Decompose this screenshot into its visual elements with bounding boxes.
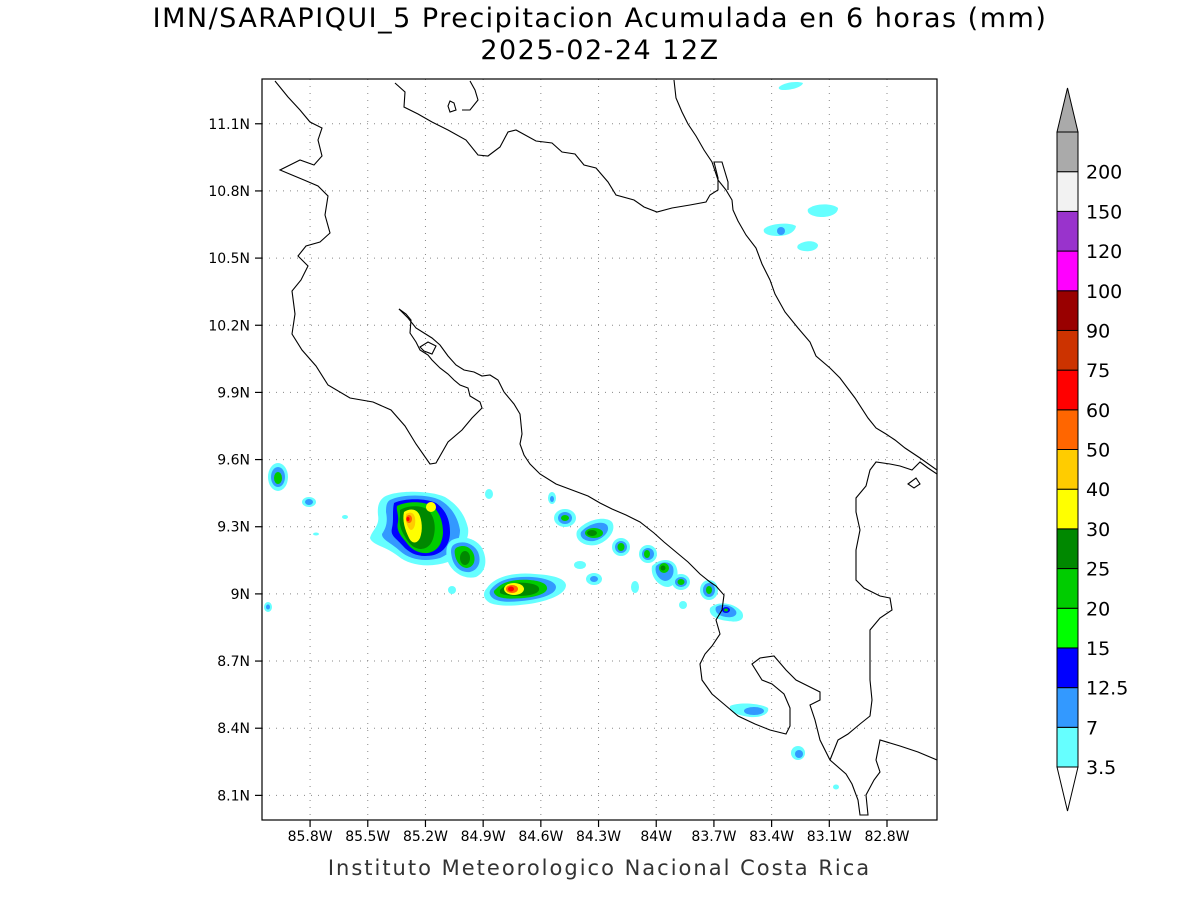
lat-tick-label: 10.5N bbox=[208, 251, 250, 267]
colorbar-swatch bbox=[1056, 409, 1079, 450]
map-gridlines bbox=[262, 79, 937, 820]
lat-tick-label: 8.4N bbox=[217, 721, 250, 737]
lat-tick-label: 9N bbox=[231, 587, 250, 603]
lat-tick-label: 10.8N bbox=[208, 184, 250, 200]
colorbar-swatch bbox=[1056, 607, 1079, 649]
colorbar-level-label: 90 bbox=[1086, 320, 1110, 342]
colorbar-level-label: 3.5 bbox=[1086, 757, 1116, 779]
colorbar-swatch bbox=[1056, 449, 1079, 490]
colorbar-level-label: 30 bbox=[1086, 519, 1110, 541]
colorbar-swatch bbox=[1056, 329, 1079, 371]
colorbar-min-arrow bbox=[1056, 766, 1079, 812]
lon-tick-label: 83.1W bbox=[807, 829, 852, 845]
lon-tick-label: 85.2W bbox=[403, 829, 448, 845]
lat-tick-label: 8.7N bbox=[217, 654, 250, 670]
precip-cell-nicoya bbox=[446, 537, 486, 578]
colorbar-swatch bbox=[1056, 687, 1079, 728]
colorbar-swatch bbox=[1056, 131, 1079, 173]
lon-tick-label: 84.6W bbox=[518, 829, 563, 845]
precipitation-colorbar: 3.5 7 12.5 15 20 25 30 40 50 60 75 90 100 120 150 200 bbox=[1056, 87, 1128, 812]
lat-tick-label: 11.1N bbox=[208, 117, 250, 133]
map-credit: Instituto Meteorologico Nacional Costa R… bbox=[327, 856, 872, 880]
colorbar-swatch bbox=[1056, 647, 1079, 689]
map-frame bbox=[261, 78, 938, 821]
lat-tick-label: 9.6N bbox=[217, 453, 250, 469]
colorbar-level-label: 50 bbox=[1086, 440, 1110, 462]
colorbar-swatch bbox=[1056, 726, 1079, 768]
lon-tick-label: 85.8W bbox=[288, 829, 333, 845]
map-title: IMN/SARAPIQUI_5 Precipitacion Acumulada … bbox=[152, 3, 1048, 34]
colorbar-level-label: 20 bbox=[1086, 598, 1110, 620]
lat-tick-label: 8.1N bbox=[217, 788, 250, 804]
lon-tick-label: 83.4W bbox=[749, 829, 794, 845]
colorbar-swatch bbox=[1056, 210, 1079, 252]
lat-tick-label: 9.3N bbox=[217, 520, 250, 536]
colorbar-level-label: 120 bbox=[1086, 241, 1122, 263]
colorbar-level-label: 60 bbox=[1086, 400, 1110, 422]
colorbar-swatch bbox=[1056, 369, 1079, 411]
precipitation-field bbox=[264, 82, 839, 790]
precip-cell-chain bbox=[554, 509, 744, 622]
lon-tick-label: 82.8W bbox=[864, 829, 909, 845]
colorbar-level-label: 150 bbox=[1086, 201, 1122, 223]
precip-cell-west bbox=[268, 463, 288, 491]
colorbar-swatch bbox=[1056, 290, 1079, 331]
colorbar-swatch bbox=[1056, 568, 1079, 609]
lon-tick-label: 83.7W bbox=[691, 829, 736, 845]
colorbar-level-label: 12.5 bbox=[1086, 678, 1128, 700]
precip-cell-main bbox=[370, 491, 469, 566]
colorbar-level-label: 7 bbox=[1086, 717, 1098, 739]
precip-cell-central bbox=[483, 573, 566, 606]
lon-tick-label: 84.9W bbox=[461, 829, 506, 845]
colorbar-max-arrow bbox=[1056, 87, 1079, 133]
map-subtitle: 2025-02-24 12Z bbox=[480, 35, 720, 66]
lon-tick-label: 84W bbox=[640, 829, 672, 845]
colorbar-swatch bbox=[1056, 528, 1079, 570]
lat-tick-label: 10.2N bbox=[208, 318, 250, 334]
lon-tick-label: 85.5W bbox=[345, 829, 390, 845]
coastline bbox=[274, 79, 937, 816]
colorbar-level-label: 40 bbox=[1086, 479, 1110, 501]
colorbar-swatch bbox=[1056, 488, 1079, 530]
longitude-axis: 85.8W 85.5W 85.2W 84.9W 84.6W 84.3W 84W 83.7W 83… bbox=[288, 820, 910, 845]
colorbar-level-label: 25 bbox=[1086, 559, 1110, 581]
colorbar-level-label: 15 bbox=[1086, 638, 1110, 660]
colorbar-level-label: 75 bbox=[1086, 360, 1110, 382]
lat-tick-label: 9.9N bbox=[217, 385, 250, 401]
lon-tick-label: 84.3W bbox=[576, 829, 621, 845]
latitude-axis: 11.1N 10.8N 10.5N 10.2N 9.9N 9.6N 9.3N 9N 8.7N 8.… bbox=[208, 117, 262, 804]
colorbar-level-label: 100 bbox=[1086, 281, 1122, 303]
colorbar-swatch bbox=[1056, 171, 1079, 212]
colorbar-level-label: 200 bbox=[1086, 162, 1122, 184]
colorbar-swatch bbox=[1056, 250, 1079, 292]
